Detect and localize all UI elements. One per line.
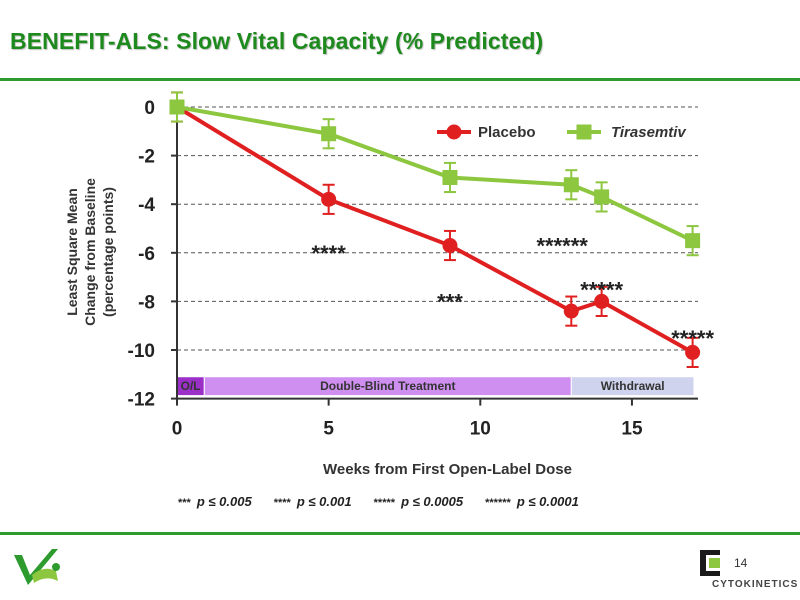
svc-chart: O/L Double-Blind Treatment Withdrawal 0 -2 -… — [64, 91, 715, 478]
footnote-item: **** p ≤ 0.001 — [274, 494, 352, 509]
phase-label: O/L — [181, 379, 201, 393]
y-tick-label: -10 — [128, 341, 155, 362]
data-point-tirasemtiv — [169, 99, 185, 115]
significance-stars: *** — [437, 290, 463, 315]
footnote-stars: ***** — [373, 497, 396, 509]
top-divider — [0, 78, 800, 81]
y-tick-label: -8 — [138, 292, 155, 313]
y-tick-label: 0 — [144, 98, 155, 119]
data-point-placebo — [321, 191, 337, 207]
phase-label: Withdrawal — [601, 379, 665, 393]
significance-stars: ****** — [537, 234, 589, 259]
data-point-tirasemtiv — [563, 177, 579, 193]
y-tick-label: -6 — [138, 244, 155, 265]
data-point-placebo — [594, 293, 610, 309]
data-point-tirasemtiv — [594, 189, 610, 205]
slide-title: BENEFIT-ALS: Slow Vital Capacity (% Pred… — [10, 28, 544, 54]
x-axis-label: Weeks from First Open-Label Dose — [323, 461, 572, 478]
phase-band: O/L Double-Blind Treatment Withdrawal — [176, 376, 695, 397]
significance-stars: ***** — [580, 277, 623, 302]
legend-label-tirasemtiv: Tirasemtiv — [611, 124, 687, 141]
data-point-placebo — [442, 238, 458, 254]
y-tick-label: -12 — [128, 390, 155, 411]
y-axis-label: Least Square Mean Change from Baseline (pe… — [64, 178, 116, 326]
data-point-tirasemtiv — [442, 169, 458, 185]
bottom-divider — [0, 532, 800, 535]
data-point-tirasemtiv — [685, 233, 701, 249]
footnote-item: *** p ≤ 0.005 — [178, 494, 252, 509]
cytokinetics-logo-icon — [700, 550, 720, 576]
significance-footnote: *** p ≤ 0.005 **** p ≤ 0.001 ***** p ≤ 0.0005… — [178, 494, 601, 509]
series-line-placebo — [175, 105, 694, 355]
footnote-stars: ****** — [485, 497, 511, 509]
phase-label: Double-Blind Treatment — [320, 379, 455, 393]
benefit-logo-icon — [14, 549, 60, 585]
footnote-stars: **** — [273, 497, 291, 509]
series-line-tirasemtiv — [176, 105, 694, 243]
significance-annotations: *********************** — [312, 234, 715, 351]
legend-label-placebo: Placebo — [478, 124, 536, 141]
brand-name: CYTOKINETICS — [712, 579, 799, 590]
y-axis-label-line: (percentage points) — [100, 187, 116, 317]
chart-series — [169, 91, 701, 369]
footnote-item: ***** p ≤ 0.0005 — [374, 494, 463, 509]
y-axis-label-line: Change from Baseline — [82, 178, 98, 326]
legend-marker-placebo — [446, 124, 462, 140]
axis-labels: Weeks from First Open-Label Dose Least Sq… — [64, 178, 572, 478]
footnote-pvalue: p ≤ 0.001 — [296, 494, 352, 509]
page-number: 14 — [734, 556, 748, 570]
data-point-placebo — [563, 303, 579, 319]
chart-axes: 0 -2 -4 -6 -8 -10 -12 0 5 10 15 — [128, 94, 698, 440]
x-tick-label: 15 — [621, 419, 643, 440]
significance-stars: **** — [312, 241, 347, 266]
x-tick-label: 5 — [323, 419, 334, 440]
y-tick-label: -2 — [138, 147, 155, 168]
significance-stars: ***** — [671, 326, 714, 351]
chart-grid — [177, 106, 698, 351]
y-axis-label-line: Least Square Mean — [64, 188, 80, 316]
footnote-pvalue: p ≤ 0.0005 — [401, 494, 464, 509]
footnote-stars: *** — [178, 497, 191, 509]
footnote-pvalue: p ≤ 0.0001 — [516, 494, 579, 509]
footnote-item: ****** p ≤ 0.0001 — [485, 494, 579, 509]
chart-legend: Placebo Tirasemtiv — [437, 124, 687, 141]
phase-segment — [570, 376, 695, 397]
y-tick-label: -4 — [138, 195, 155, 216]
data-point-tirasemtiv — [321, 126, 337, 142]
data-point-placebo — [685, 344, 701, 360]
x-tick-label: 10 — [470, 419, 491, 440]
legend-marker-tirasemtiv — [576, 124, 592, 140]
footnote-pvalue: p ≤ 0.005 — [196, 494, 252, 509]
x-tick-label: 0 — [172, 419, 183, 440]
